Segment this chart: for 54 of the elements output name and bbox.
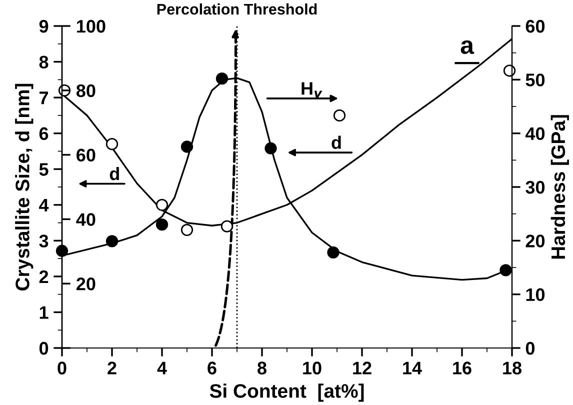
annotation: H$_{v}$ <box>302 82 322 98</box>
y2-tick-label: 0 <box>526 342 534 355</box>
x-tick-label: 4 <box>157 362 167 374</box>
point <box>180 224 194 236</box>
point <box>220 220 234 232</box>
y-tick-label: 3 <box>39 234 48 248</box>
point <box>503 64 516 77</box>
point <box>106 235 118 248</box>
y-tick-label: 0 <box>39 342 48 355</box>
y2-tick-label: 30 <box>526 180 545 194</box>
y-tick-label: 1 <box>40 306 48 319</box>
y2-tick-label: 50 <box>526 74 545 86</box>
y2-tick-label: 60 <box>526 20 545 33</box>
annotation: a <box>460 40 474 54</box>
point <box>264 142 277 154</box>
y-tick-label: 7 <box>40 92 48 104</box>
x-tick-label: 18 <box>503 362 522 374</box>
y2-tick-label: 10 <box>526 288 545 302</box>
point <box>216 72 228 85</box>
y-tick-label: 2 <box>39 270 48 283</box>
y-tick-label: 9 <box>39 20 48 33</box>
point <box>156 218 168 231</box>
y3-tick-label: 80 <box>76 84 96 98</box>
x-tick-label: 0 <box>58 362 66 374</box>
x-tick-label: 10 <box>303 362 322 374</box>
y2-tick-label: 20 <box>526 234 545 248</box>
annotation: d <box>110 166 119 180</box>
point <box>327 246 340 259</box>
y-tick-label: 8 <box>39 56 48 68</box>
x-tick-label: 8 <box>258 362 266 374</box>
point <box>333 109 346 122</box>
ref-line-label: Percolation Threshold <box>157 3 317 15</box>
y3-tick-label: 20 <box>76 278 96 290</box>
y-axis-title: Crystallite Size, d [nm] <box>15 84 34 290</box>
y-tick-label: 6 <box>39 127 48 140</box>
point <box>500 264 512 276</box>
y2-axis-title: Hardness [GPa] <box>550 115 569 259</box>
y3-tick-label: 100 <box>77 20 106 33</box>
y3-tick-label: 40 <box>76 213 96 226</box>
y2-tick-label: 40 <box>525 127 545 140</box>
y-tick-label: 5 <box>39 163 48 176</box>
point <box>106 138 118 150</box>
x-tick-label: 14 <box>403 362 422 374</box>
point <box>56 244 68 257</box>
x-tick-label: 16 <box>453 362 472 374</box>
x-tick-label: 6 <box>208 362 216 374</box>
annotation: d <box>332 136 341 149</box>
x-tick-label: 2 <box>108 362 116 374</box>
y3-tick-label: 60 <box>76 148 96 162</box>
point <box>180 140 194 153</box>
x-axis-title: Si Content [at%] <box>210 384 364 402</box>
y-tick-label: 4 <box>39 199 49 212</box>
x-tick-label: 12 <box>353 362 372 374</box>
point <box>156 198 168 211</box>
